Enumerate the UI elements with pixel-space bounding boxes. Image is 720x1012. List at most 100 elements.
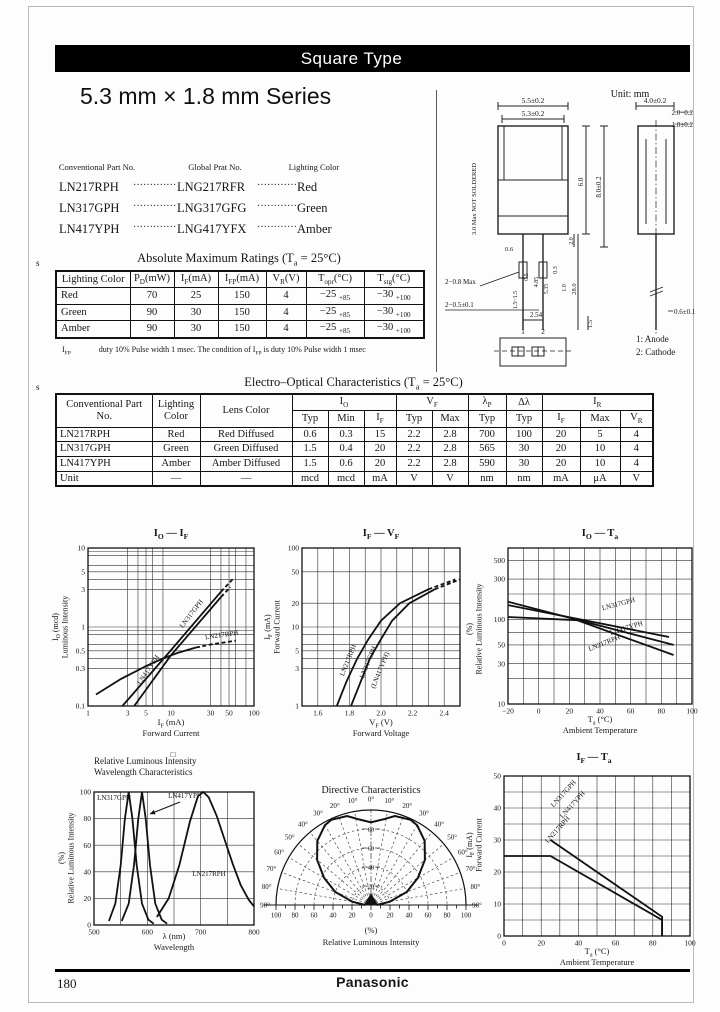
table-cell: 1.5	[291, 456, 329, 472]
brand-logo: Panasonic	[336, 974, 409, 990]
table-cell: 2.2	[395, 456, 433, 472]
polar-ray	[338, 815, 372, 906]
dim-label: 28.0	[571, 283, 578, 294]
chart-title: Directive Characteristics	[321, 785, 420, 796]
header-banner: Square Type	[55, 45, 690, 72]
dim-label: 5.5±0.2	[522, 96, 545, 105]
column-group-header: IR	[541, 393, 654, 412]
angle-label: 70°	[466, 865, 476, 873]
y-tick-label: 1	[81, 623, 85, 632]
x-axis-label: Forward Voltage	[353, 728, 410, 738]
polar-ray	[370, 843, 444, 906]
series-label: LN217RPH	[587, 633, 621, 653]
column-header: Lighting Color	[55, 270, 131, 289]
column-group-header: Δλ	[505, 393, 543, 412]
column-group-header: VF	[395, 393, 469, 412]
r-tick-label: 80	[292, 912, 300, 920]
x-axis-label: VF (V)	[369, 717, 393, 729]
table-cell: 20	[541, 441, 581, 458]
part-list-row: LN217RPH·····················LNG217RFR··…	[59, 180, 317, 195]
table-cell: −30 +100	[363, 287, 425, 305]
angle-label: 40°	[434, 820, 444, 828]
y-axis-label: Relative Luminous Intensity	[475, 583, 484, 674]
dim-label: 4.85	[534, 277, 540, 288]
polar-ray	[288, 857, 372, 906]
dim-label: 1.8±0.2	[672, 121, 694, 129]
polar-ray	[370, 857, 454, 906]
table-header-row: Lighting Color PD(mW) IF(mA) IFP(mA) VR(V) To…	[55, 270, 425, 289]
table-cell: V	[619, 470, 654, 487]
polar-grid-arc	[332, 866, 410, 906]
angle-label: 30°	[313, 810, 323, 818]
table-cell: Amber Diffused	[199, 456, 293, 472]
dim-label: 0.6±0.1	[674, 308, 695, 316]
table-cell: Green	[151, 441, 201, 458]
x-tick-label: 2.4	[440, 709, 450, 718]
x-tick-label: 80	[649, 939, 657, 948]
chart-io-vs-if: 1 3 5 10 30 50 1000.10.30.513510LN317GPHLN417Y…	[51, 528, 260, 738]
table-cell: 20	[363, 441, 397, 458]
table-cell: −25 +85	[305, 303, 365, 322]
inner-r-label: 40	[368, 864, 375, 871]
table-cell: 100	[505, 426, 543, 443]
dim-label: 4.0±0.2	[644, 96, 667, 105]
table-row: LN417YPH Amber Amber Diffused 1.5 0.6 20 2.2 2.…	[55, 456, 654, 472]
series-line	[195, 639, 236, 649]
x-tick-label: 60	[627, 707, 635, 716]
marker-glyph: □	[171, 750, 176, 759]
table-cell: 4	[619, 441, 654, 458]
series-label: LN217RPH	[338, 643, 358, 677]
series-line	[316, 814, 426, 906]
x-tick-label: 100	[248, 709, 260, 718]
y-axis-label: IF (mA)	[263, 614, 274, 640]
x-tick-label: 2.0	[376, 709, 386, 718]
y-tick-label: 50	[292, 567, 300, 576]
x-tick-label: 100	[684, 939, 696, 948]
dim-label: 1	[521, 327, 525, 336]
table-cell: mA	[541, 470, 581, 487]
table-cell: 4	[619, 456, 654, 472]
y-axis-label: Forward Current	[273, 599, 282, 653]
table-cell: —	[199, 470, 293, 487]
x-tick-label: 800	[248, 928, 260, 937]
footer-rule	[55, 969, 690, 972]
y-tick-label: 0	[497, 932, 501, 941]
column-header: Topr(°C)	[305, 270, 365, 289]
series-line	[335, 588, 429, 707]
x-tick-label: 60	[612, 939, 620, 948]
dim-label: 2	[541, 327, 545, 336]
y-tick-label: 0	[87, 921, 91, 930]
table-cell: −30 +100	[363, 320, 425, 338]
dim-label: 2−0.8 Max	[445, 278, 476, 286]
table-row: LN217RPH Red Red Diffused 0.6 0.3 15 2.2 2.8 700…	[55, 426, 654, 443]
column-subheader: Typ	[505, 410, 543, 428]
angle-label: 80°	[470, 883, 480, 891]
abs-max-footnote: IFP duty 10% Pulse width 1 msec. The con…	[62, 345, 442, 357]
dim-label: 2−0.5±0.1	[445, 301, 474, 309]
x-axis-label: Ta (°C)	[588, 714, 613, 726]
table-cell: mcd	[327, 470, 365, 487]
column-header: VR(V)	[265, 270, 307, 289]
table-cell: 30	[173, 303, 219, 322]
series-label: LN317GPH	[97, 794, 131, 802]
table-cell: Red	[55, 287, 131, 305]
angle-label: 30°	[419, 810, 429, 818]
banner-title: Square Type	[300, 49, 403, 68]
x-axis-label: Ta (°C)	[585, 946, 610, 958]
table-row: Amber 90 30 150 4 −25 +85 −30 +100	[55, 320, 425, 338]
table-row: Green 90 30 150 4 −25 +85 −30 +100	[55, 303, 425, 322]
polar-ray	[309, 832, 372, 906]
series-line	[428, 578, 456, 591]
part-list-row: LN317GPH·····················LNG317GFG··…	[59, 201, 328, 216]
table-subheader-row: Typ Min IF Typ Max Typ Typ IF Max VR	[56, 410, 654, 428]
y-tick-label: 60	[84, 841, 92, 850]
x-tick-label: 0	[537, 707, 541, 716]
x-tick-label: 20	[566, 707, 574, 716]
x-tick-label: 10	[167, 709, 175, 718]
y-tick-label: 50	[494, 772, 502, 781]
x-axis-label: (%)	[365, 925, 378, 935]
part-list-row: LN417YPH·····················LNG417YFX··…	[59, 222, 332, 237]
table-cell: 150	[217, 320, 267, 338]
